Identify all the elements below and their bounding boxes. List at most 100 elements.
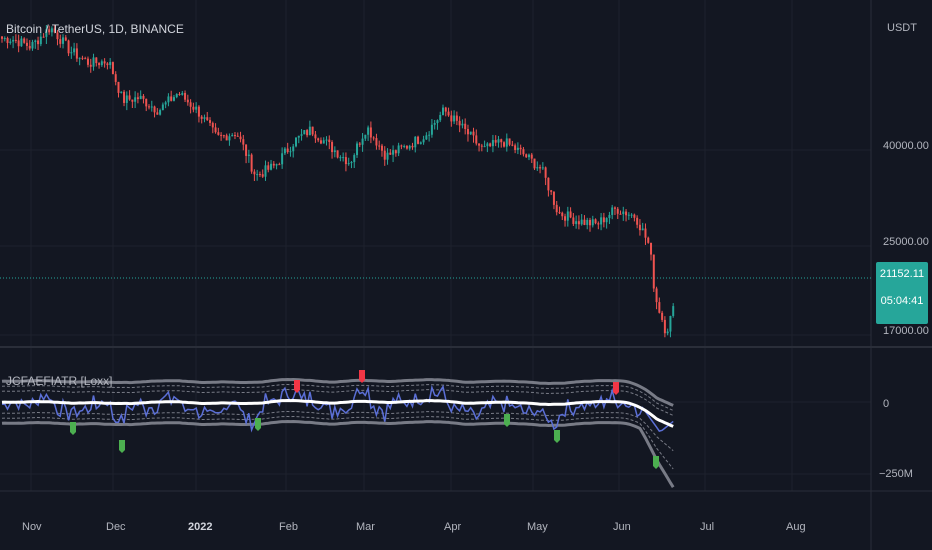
upper-band-2 bbox=[1, 383, 674, 411]
candle-body bbox=[286, 148, 289, 153]
candle bbox=[328, 135, 331, 150]
candle-body bbox=[569, 211, 572, 218]
candle bbox=[522, 147, 525, 157]
candle bbox=[131, 99, 134, 109]
candle-body bbox=[380, 145, 383, 151]
candle-body bbox=[666, 331, 669, 334]
candle-body bbox=[125, 95, 128, 103]
candle bbox=[486, 142, 489, 153]
candle bbox=[142, 94, 145, 104]
candle-body bbox=[325, 139, 328, 141]
candle bbox=[200, 115, 203, 124]
candle-body bbox=[522, 149, 525, 155]
candle-body bbox=[34, 40, 37, 42]
candle bbox=[167, 93, 170, 107]
candle-body bbox=[489, 143, 492, 147]
candle bbox=[59, 34, 62, 48]
candle bbox=[447, 107, 450, 117]
time-tick-dec: Dec bbox=[106, 521, 126, 533]
candle-body bbox=[53, 28, 56, 33]
candle-body bbox=[89, 64, 92, 67]
last-price-value: 21152.11 bbox=[879, 268, 925, 280]
candle bbox=[589, 217, 591, 232]
candle-body bbox=[206, 117, 209, 121]
candle bbox=[669, 315, 672, 338]
candle-body bbox=[650, 242, 653, 255]
candle-body bbox=[67, 40, 70, 54]
indicator-tick-neg: −250M bbox=[879, 468, 913, 480]
candle-body bbox=[164, 102, 167, 105]
candle-body bbox=[586, 219, 589, 225]
symbol-title[interactable]: Bitcoin / TetherUS, 1D, BINANCE bbox=[6, 22, 184, 36]
candle bbox=[383, 146, 386, 166]
candle-body bbox=[145, 98, 148, 107]
candle bbox=[539, 164, 542, 174]
candle-body bbox=[619, 213, 622, 215]
candle bbox=[120, 91, 123, 94]
candle-body bbox=[530, 154, 533, 159]
candle bbox=[422, 135, 425, 145]
candle-body bbox=[536, 167, 539, 169]
candle bbox=[530, 152, 533, 164]
sell-signal-marker bbox=[359, 370, 365, 383]
candle-body bbox=[78, 57, 81, 59]
candle-body bbox=[541, 167, 544, 169]
candle bbox=[527, 153, 530, 161]
fast-line bbox=[1, 384, 674, 433]
candle-body bbox=[289, 151, 292, 153]
candle-body bbox=[314, 134, 317, 139]
candle bbox=[605, 217, 608, 229]
candle-body bbox=[439, 114, 442, 121]
candle bbox=[414, 136, 417, 153]
candle-body bbox=[344, 157, 347, 165]
candle bbox=[14, 34, 17, 44]
slow-line bbox=[1, 398, 674, 428]
candle-body bbox=[84, 58, 87, 60]
candle-body bbox=[394, 150, 397, 154]
candle-body bbox=[644, 228, 647, 238]
candle-body bbox=[655, 288, 658, 303]
candle bbox=[661, 310, 664, 323]
candle-body bbox=[100, 61, 103, 66]
candle-body bbox=[114, 74, 117, 82]
candle bbox=[34, 39, 37, 49]
candle bbox=[211, 121, 214, 134]
time-tick-mar: Mar bbox=[356, 521, 375, 533]
candle-body bbox=[267, 165, 270, 170]
candle-body bbox=[478, 143, 481, 146]
candle bbox=[544, 166, 547, 186]
candle-body bbox=[622, 211, 625, 214]
candle bbox=[295, 137, 297, 148]
indicator-title[interactable]: JCFAEFIATR [Loxx] bbox=[6, 374, 113, 388]
candle-body bbox=[367, 127, 370, 135]
candle bbox=[602, 212, 605, 228]
candle-body bbox=[575, 221, 578, 224]
candle-body bbox=[45, 29, 48, 37]
candle bbox=[433, 119, 436, 130]
candle bbox=[533, 158, 536, 171]
candle bbox=[67, 39, 70, 57]
candle-body bbox=[319, 140, 322, 144]
bar-countdown: 05:04:41 bbox=[880, 295, 924, 307]
candles bbox=[1, 24, 675, 338]
candle-body bbox=[81, 57, 84, 59]
candle-body bbox=[128, 95, 131, 100]
candle-body bbox=[600, 217, 603, 225]
candle-body bbox=[428, 134, 431, 136]
candle-body bbox=[184, 92, 187, 100]
candle-body bbox=[48, 29, 51, 33]
candle bbox=[322, 137, 325, 144]
candle-body bbox=[444, 107, 447, 112]
candle bbox=[89, 58, 92, 73]
candle bbox=[39, 32, 42, 47]
candle-body bbox=[167, 96, 170, 103]
time-tick-may: May bbox=[527, 521, 548, 533]
candle-body bbox=[408, 145, 411, 149]
candle bbox=[109, 58, 112, 69]
candle bbox=[564, 213, 567, 227]
candle-body bbox=[123, 91, 126, 103]
candle bbox=[73, 42, 76, 56]
candle bbox=[23, 37, 26, 44]
candle bbox=[9, 38, 12, 45]
